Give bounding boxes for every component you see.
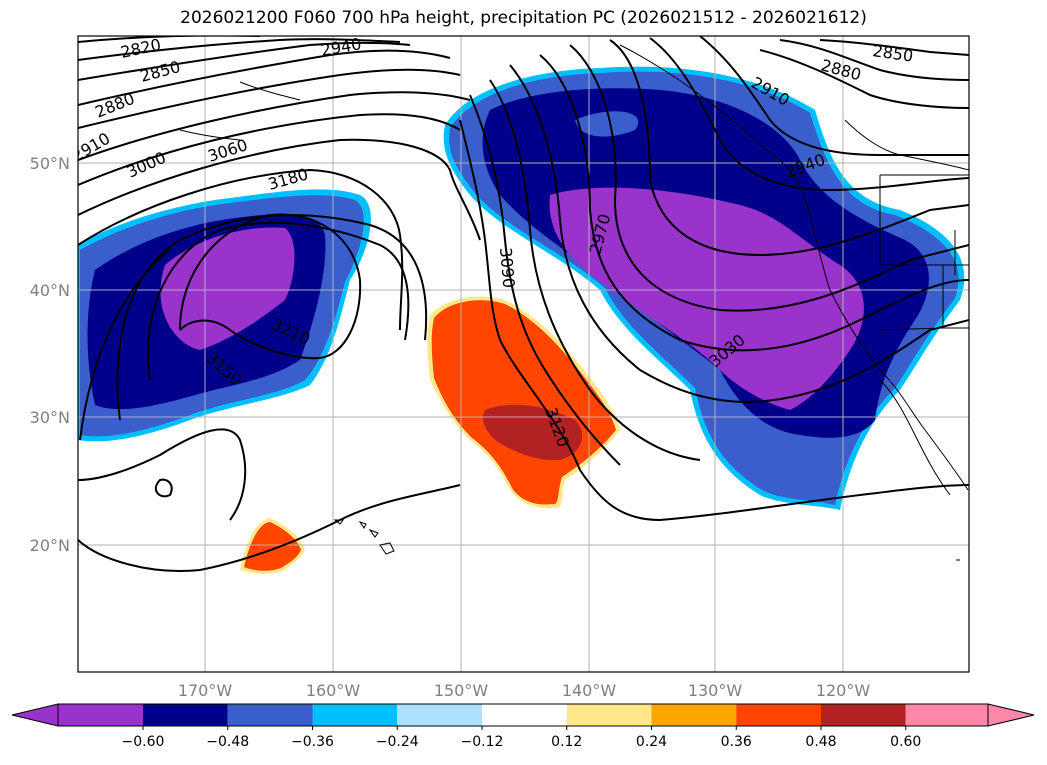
lat-label: 30°N [30, 408, 70, 427]
lon-label: 170°W [178, 681, 233, 700]
colorbar-segment [482, 704, 567, 726]
colorbar-segment [227, 704, 313, 726]
contour-label: 2910 [69, 129, 114, 166]
colorbar-tick-label: 0.48 [805, 734, 836, 750]
colorbar-right-extension [987, 703, 1035, 727]
colorbar-segment [905, 704, 988, 726]
colorbar-left-extension [11, 703, 59, 727]
lon-label: 150°W [434, 681, 489, 700]
contour-label: 2850 [138, 57, 182, 86]
colorbar-segment [143, 704, 228, 726]
coastlines [179, 44, 969, 561]
positive-anomaly-central [427, 296, 620, 509]
colorbar-tick-label: 0.36 [721, 734, 752, 750]
colorbar-segment [397, 704, 482, 726]
colorbar: −0.60 −0.48 −0.36 −0.24 −0.12 0.12 0.24 0.36 0.4… [11, 703, 1035, 750]
map-frame [77, 35, 970, 673]
colorbar-segments [58, 704, 988, 726]
graticule [78, 36, 969, 672]
colorbar-tick-label: 0.24 [636, 734, 667, 750]
lon-axis: 170°W 160°W 150°W 140°W 130°W 120°W [178, 681, 871, 700]
negative-anomaly-east [443, 66, 965, 510]
colorbar-tick-label: 0.60 [890, 734, 921, 750]
lon-label: 140°W [562, 681, 617, 700]
contour-label: 3090 [496, 247, 518, 289]
colorbar-segment [312, 704, 398, 726]
colorbar-segment [736, 704, 821, 726]
colorbar-ticks: −0.60 −0.48 −0.36 −0.24 −0.12 0.12 0.24 0.36 0.4… [122, 726, 921, 750]
map-area: 2820 2850 2880 2910 2940 3000 3060 3180 … [69, 34, 969, 672]
colorbar-segment [651, 704, 737, 726]
lat-label: 50°N [30, 154, 70, 173]
lon-label: 160°W [306, 681, 361, 700]
colorbar-tick-label: −0.60 [122, 734, 165, 750]
contour-label: 3000 [124, 148, 169, 182]
lat-label: 20°N [30, 536, 70, 555]
positive-anomaly-small [240, 518, 305, 574]
lat-axis: 50°N 40°N 30°N 20°N [30, 154, 70, 555]
height-contours [78, 36, 969, 572]
contour-label: 2880 [92, 89, 137, 122]
colorbar-tick-label: −0.24 [376, 734, 419, 750]
colorbar-segment [821, 704, 906, 726]
colorbar-tick-label: −0.36 [291, 734, 334, 750]
negative-anomaly-west [78, 189, 371, 442]
contour-label: 3180 [266, 164, 310, 193]
lon-label: 120°W [816, 681, 871, 700]
contour-label: 2850 [871, 41, 914, 65]
colorbar-tick-label: −0.12 [461, 734, 504, 750]
colorbar-frame [57, 703, 989, 727]
lon-label: 130°W [688, 681, 743, 700]
colorbar-tick-label: 0.12 [551, 734, 582, 750]
contour-label: 2940 [319, 34, 362, 60]
colorbar-segment [58, 704, 143, 726]
lat-label: 40°N [30, 281, 70, 300]
map-title: 2026021200 F060 700 hPa height, precipit… [180, 8, 867, 28]
colorbar-tick-label: −0.48 [206, 734, 249, 750]
colorbar-segment [566, 704, 652, 726]
